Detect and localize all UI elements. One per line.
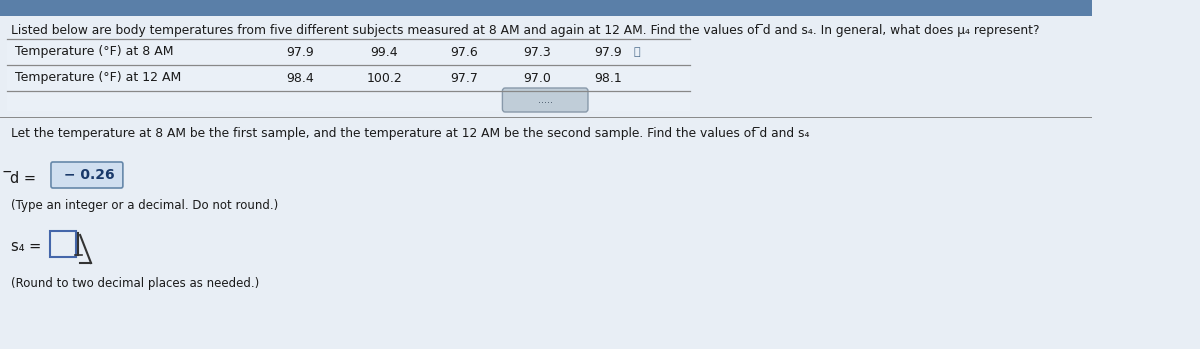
- Text: Temperature (°F) at 12 AM: Temperature (°F) at 12 AM: [14, 72, 181, 84]
- Text: Let the temperature at 8 AM be the first sample, and the temperature at 12 AM be: Let the temperature at 8 AM be the first…: [11, 127, 810, 140]
- Text: 97.7: 97.7: [450, 72, 478, 84]
- FancyBboxPatch shape: [0, 0, 1092, 16]
- FancyBboxPatch shape: [7, 39, 690, 111]
- Text: 100.2: 100.2: [366, 72, 402, 84]
- Text: 97.0: 97.0: [523, 72, 551, 84]
- Text: 98.1: 98.1: [594, 72, 622, 84]
- FancyBboxPatch shape: [50, 162, 122, 188]
- Text: 98.4: 98.4: [287, 72, 314, 84]
- Text: .....: .....: [538, 95, 553, 105]
- Text: Temperature (°F) at 8 AM: Temperature (°F) at 8 AM: [14, 45, 173, 59]
- Text: Listed below are body temperatures from five different subjects measured at 8 AM: Listed below are body temperatures from …: [11, 24, 1039, 37]
- FancyBboxPatch shape: [50, 231, 76, 257]
- Text: ⧉: ⧉: [634, 47, 640, 57]
- Text: 97.3: 97.3: [523, 45, 551, 59]
- Text: 99.4: 99.4: [371, 45, 398, 59]
- Text: 97.9: 97.9: [594, 45, 622, 59]
- FancyBboxPatch shape: [503, 88, 588, 112]
- Text: s₄ =: s₄ =: [11, 239, 41, 254]
- Text: 97.6: 97.6: [450, 45, 478, 59]
- Text: ̅d =: ̅d =: [11, 171, 37, 186]
- Text: 97.9: 97.9: [287, 45, 314, 59]
- Text: − 0.26: − 0.26: [59, 168, 115, 182]
- Text: (Type an integer or a decimal. Do not round.): (Type an integer or a decimal. Do not ro…: [11, 199, 278, 212]
- Text: (Round to two decimal places as needed.): (Round to two decimal places as needed.): [11, 277, 259, 290]
